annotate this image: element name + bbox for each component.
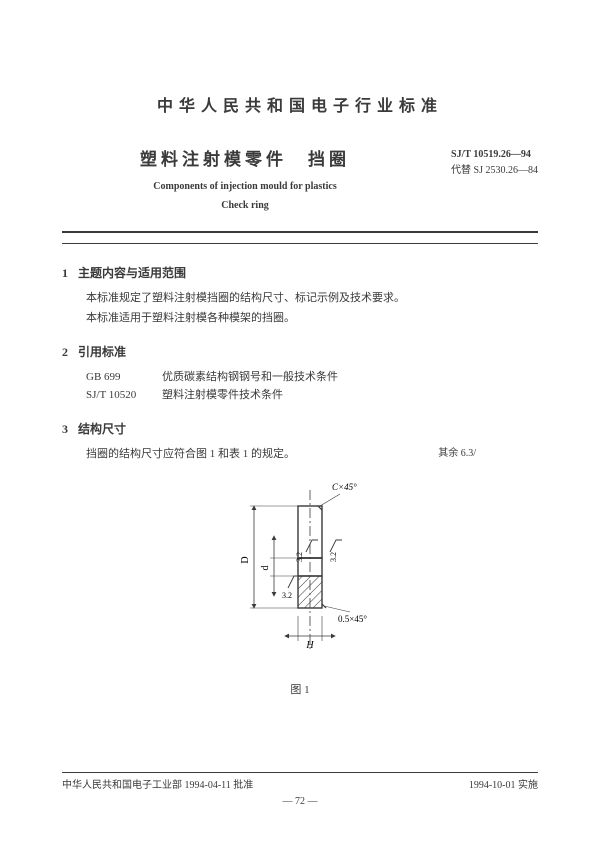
section-3-note: 其余 6.3/ <box>438 446 476 461</box>
page-footer: 中华人民共和国电子工业部 1994-04-11 批准 1994-10-01 实施 <box>62 772 538 793</box>
ref-desc-1: 优质碳素结构钢钢号和一般技术条件 <box>162 371 338 383</box>
footer-left: 中华人民共和国电子工业部 1994-04-11 批准 <box>62 778 253 793</box>
ref-code-2: SJ/T 10520 <box>86 387 162 404</box>
title-block: SJ/T 10519.26—94 代替 SJ 2530.26—84 塑料注射模零… <box>62 147 538 233</box>
doc-en-title-1: Components of injection mould for plasti… <box>62 179 428 194</box>
svg-text:3.2: 3.2 <box>329 552 338 562</box>
chamfer-top-label: C×45° <box>332 482 357 492</box>
std-code-main: SJ/T 10519.26—94 <box>451 147 538 163</box>
ref-code-1: GB 699 <box>86 369 162 386</box>
doc-en-title-2: Check ring <box>62 198 428 213</box>
org-title: 中华人民共和国电子行业标准 <box>62 95 538 119</box>
figure-1: D d H C×45° 0.5×45° 3.2 3.2 3.2 <box>190 476 410 676</box>
svg-text:3.2: 3.2 <box>282 591 292 600</box>
section-1-num: 1 <box>62 266 68 280</box>
section-2-num: 2 <box>62 345 68 359</box>
section-3-num: 3 <box>62 422 68 436</box>
ref-row-2: SJ/T 10520塑料注射模零件技术条件 <box>86 387 538 404</box>
roughness-3: 3.2 <box>329 540 342 562</box>
chamfer-bot-label: 0.5×45° <box>338 614 367 624</box>
section-3-heading: 3 结构尺寸 <box>62 420 538 438</box>
section-3-title: 结构尺寸 <box>78 422 126 436</box>
std-code-replaces: 代替 SJ 2530.26—84 <box>451 163 538 179</box>
doc-main-title: 塑料注射模零件 挡圈 <box>62 147 428 173</box>
page-number: — 72 — <box>0 794 600 809</box>
section-1-heading: 1 主题内容与适用范围 <box>62 264 538 282</box>
dim-D-label: D <box>240 556 251 563</box>
section-1-p1: 本标准规定了塑料注射模挡圈的结构尺寸、标记示例及技术要求。 <box>86 290 538 307</box>
figure-1-svg: D d H C×45° 0.5×45° 3.2 3.2 3.2 <box>190 476 410 676</box>
ref-desc-2: 塑料注射模零件技术条件 <box>162 389 283 401</box>
dim-H-label: H <box>305 640 314 651</box>
section-1-title: 主题内容与适用范围 <box>78 266 186 280</box>
footer-right: 1994-10-01 实施 <box>469 778 538 793</box>
ref-row-1: GB 699优质碳素结构钢钢号和一般技术条件 <box>86 369 538 386</box>
svg-text:3.2: 3.2 <box>295 552 304 562</box>
section-1-p2: 本标准适用于塑料注射模各种模架的挡圈。 <box>86 310 538 327</box>
section-2-title: 引用标准 <box>78 345 126 359</box>
section-2-heading: 2 引用标准 <box>62 343 538 361</box>
dim-d-label: d <box>260 566 271 571</box>
title-rule <box>62 243 538 244</box>
standard-code: SJ/T 10519.26—94 代替 SJ 2530.26—84 <box>451 147 538 179</box>
figure-1-caption: 图 1 <box>62 682 538 699</box>
